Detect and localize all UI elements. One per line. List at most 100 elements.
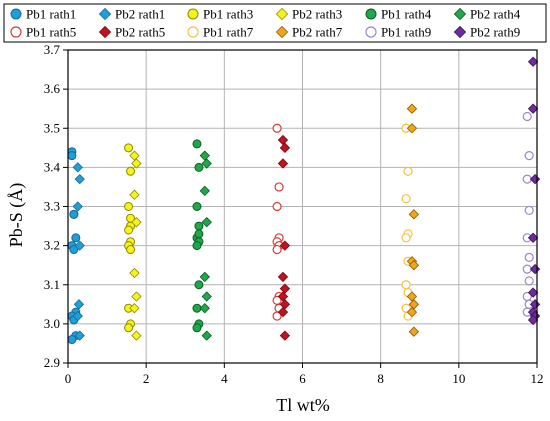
y-tick-label: 3.2 bbox=[44, 238, 60, 253]
legend-label: Pb2 rath1 bbox=[115, 7, 165, 22]
y-tick-label: 3.6 bbox=[44, 81, 61, 96]
y-tick-label: 3.5 bbox=[44, 120, 60, 135]
data-point bbox=[272, 244, 282, 255]
data-point bbox=[124, 202, 134, 211]
data-point bbox=[124, 225, 134, 235]
legend-entry: Pb1 rath9 bbox=[365, 25, 431, 40]
legend-marker bbox=[453, 25, 467, 39]
legend-label: Pb2 rath9 bbox=[470, 25, 520, 40]
series-pb1-rath3 bbox=[124, 143, 136, 333]
data-point bbox=[201, 291, 212, 302]
data-point bbox=[74, 173, 85, 185]
series-pb1-rath4 bbox=[192, 139, 204, 333]
legend-marker bbox=[275, 7, 289, 21]
data-point bbox=[401, 233, 411, 243]
data-point bbox=[277, 306, 289, 318]
data-point bbox=[279, 240, 291, 251]
x-tick-label: 0 bbox=[65, 371, 72, 386]
data-point bbox=[201, 216, 212, 228]
data-point bbox=[201, 158, 212, 169]
data-point bbox=[201, 330, 212, 341]
data-point bbox=[527, 232, 539, 243]
series-pb2-rath1 bbox=[72, 162, 85, 341]
data-point bbox=[129, 267, 140, 279]
data-point bbox=[192, 139, 202, 149]
data-point bbox=[194, 162, 204, 172]
data-point bbox=[129, 303, 140, 314]
legend-entry: Pb1 rath1 bbox=[10, 7, 76, 22]
data-point bbox=[524, 151, 534, 161]
data-point bbox=[277, 158, 289, 169]
legend-entry: Pb1 rath5 bbox=[10, 25, 76, 40]
legend-marker bbox=[10, 26, 22, 38]
data-point bbox=[129, 150, 140, 161]
data-point bbox=[126, 166, 136, 176]
data-point bbox=[129, 189, 140, 200]
legend-label: Pb1 rath4 bbox=[381, 7, 432, 22]
data-point bbox=[126, 245, 136, 255]
legend: Pb1 rath1 Pb2 rath1 Pb1 rath3 Pb2 rath3 Pb1 … bbox=[3, 3, 547, 43]
legend-box bbox=[3, 3, 547, 43]
x-tick-label: 10 bbox=[452, 371, 465, 386]
data-point bbox=[192, 241, 202, 251]
series-pb2-rath3 bbox=[129, 150, 142, 341]
data-point bbox=[69, 209, 79, 219]
data-point bbox=[272, 201, 282, 212]
data-point bbox=[529, 263, 541, 275]
data-point bbox=[194, 280, 204, 290]
data-point bbox=[199, 185, 210, 197]
data-point bbox=[527, 103, 539, 114]
legend-marker bbox=[187, 8, 199, 20]
legend-marker bbox=[10, 8, 22, 20]
data-point bbox=[524, 276, 534, 286]
data-point bbox=[192, 323, 202, 333]
y-tick-label: 3.4 bbox=[44, 159, 61, 174]
legend-entry: Pb2 rath4 bbox=[453, 7, 521, 22]
data-point bbox=[124, 143, 134, 153]
data-point bbox=[124, 323, 134, 333]
data-point bbox=[524, 252, 534, 262]
legend-label: Pb1 rath5 bbox=[26, 25, 76, 40]
legend-label: Pb2 rath5 bbox=[115, 25, 165, 40]
data-point bbox=[69, 245, 79, 255]
legend-entry: Pb1 rath4 bbox=[365, 7, 432, 22]
data-point bbox=[71, 233, 81, 243]
data-point bbox=[279, 283, 291, 294]
legend-label: Pb2 rath7 bbox=[292, 25, 343, 40]
data-point bbox=[131, 291, 142, 302]
legend-label: Pb1 rath7 bbox=[203, 25, 254, 40]
data-point bbox=[522, 111, 532, 122]
legend-label: Pb2 rath3 bbox=[292, 7, 342, 22]
data-point bbox=[408, 326, 420, 337]
legend-marker bbox=[98, 7, 112, 21]
data-point bbox=[277, 291, 289, 302]
series-pb2-rath7 bbox=[406, 103, 420, 337]
legend-entry: Pb1 rath7 bbox=[187, 25, 254, 40]
legend-entry: Pb2 rath7 bbox=[275, 25, 343, 40]
data-point bbox=[277, 134, 289, 146]
data-point bbox=[408, 209, 420, 220]
legend-marker bbox=[98, 25, 112, 39]
legend-entry: Pb2 rath1 bbox=[98, 7, 165, 22]
series-pb1-rath5 bbox=[272, 123, 284, 321]
legend-marker bbox=[453, 7, 467, 21]
legend-entry: Pb2 rath9 bbox=[453, 25, 520, 40]
data-point bbox=[72, 162, 83, 173]
legend-entry: Pb1 rath3 bbox=[187, 7, 253, 22]
data-point bbox=[72, 201, 83, 212]
legend-marker bbox=[187, 26, 199, 38]
data-point bbox=[401, 194, 411, 204]
data-point bbox=[277, 271, 289, 283]
data-point bbox=[126, 213, 136, 223]
data-point bbox=[74, 240, 85, 251]
x-tick-label: 6 bbox=[299, 371, 306, 386]
data-point bbox=[192, 202, 202, 211]
data-point bbox=[279, 299, 291, 310]
data-point bbox=[408, 260, 420, 271]
data-point bbox=[401, 280, 411, 290]
legend-marker bbox=[275, 25, 289, 39]
y-axis-label: Pb-S (Å) bbox=[6, 183, 27, 248]
data-point bbox=[194, 229, 204, 239]
data-point bbox=[406, 103, 418, 114]
data-point bbox=[408, 299, 420, 310]
